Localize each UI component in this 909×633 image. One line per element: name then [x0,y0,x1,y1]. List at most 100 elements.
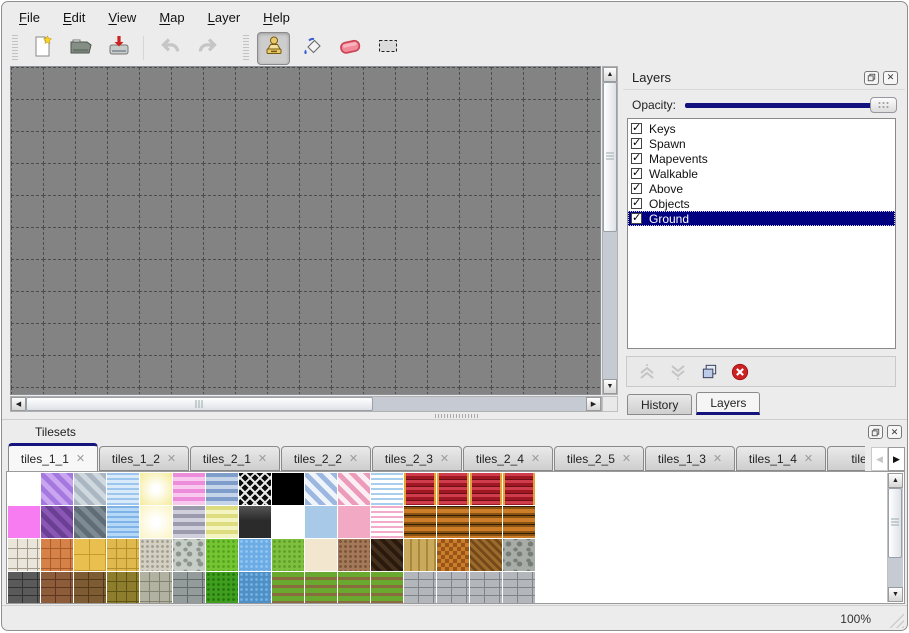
menu-layer[interactable]: Layer [207,10,241,25]
tileset-tab-tiles_1_1[interactable]: tiles_1_1 ✕ [8,443,98,471]
tileset-tab-tiles_2_5[interactable]: tiles_2_5 ✕ [554,446,644,471]
resize-grip[interactable] [887,611,904,628]
move-layer-down-button[interactable] [667,361,689,383]
tile-37[interactable] [173,539,205,571]
tile-46[interactable] [470,539,502,571]
tile-34[interactable] [74,539,106,571]
tile-1[interactable] [41,473,73,505]
tile-49[interactable] [41,572,73,603]
tile-0[interactable] [8,473,40,505]
duplicate-layer-button[interactable] [698,361,720,383]
tileset-tab-tiles_1_[interactable]: tiles_1_ [827,446,865,471]
scrollbar-track[interactable] [888,488,903,587]
tile-39[interactable] [239,539,271,571]
scroll-down-button[interactable]: ▼ [603,379,617,394]
tab-close-icon[interactable]: ✕ [166,453,177,465]
scroll-up-button[interactable]: ▲ [888,473,903,488]
scrollbar-thumb[interactable] [26,397,374,411]
layer-visibility-checkbox[interactable]: ✓ [631,152,642,164]
tile-58[interactable] [338,572,370,603]
tile-47[interactable] [503,539,535,571]
tile-12[interactable] [404,473,436,505]
tile-15[interactable] [503,473,535,505]
scroll-right-button[interactable]: ▶ [586,397,601,411]
layer-visibility-checkbox[interactable]: ✓ [631,182,642,194]
tile-4[interactable] [140,473,172,505]
tab-close-icon[interactable]: ✕ [803,453,814,465]
scroll-up-button[interactable]: ▲ [603,67,617,82]
menu-help[interactable]: Help [263,10,290,25]
save-map-button[interactable] [102,32,135,65]
tile-25[interactable] [305,506,337,538]
layer-row-mapevents[interactable]: ✓ Mapevents [628,151,895,166]
scrollbar-thumb[interactable] [888,488,902,558]
redo-button[interactable] [191,32,224,65]
tab-history[interactable]: History [627,394,693,415]
tile-48[interactable] [8,572,40,603]
tile-51[interactable] [107,572,139,603]
map-canvas[interactable] [10,66,601,395]
tileset-tab-tiles_2_2[interactable]: tiles_2_2 ✕ [281,446,371,471]
tab-close-icon[interactable]: ✕ [712,453,723,465]
tile-63[interactable] [503,572,535,603]
tile-11[interactable] [371,473,403,505]
float-panel-button[interactable] [864,70,879,85]
layer-row-keys[interactable]: ✓ Keys [628,121,895,136]
tile-16[interactable] [8,506,40,538]
tile-10[interactable] [338,473,370,505]
tile-62[interactable] [470,572,502,603]
dock-splitter-handle[interactable] [435,414,479,418]
tile-17[interactable] [41,506,73,538]
scrollbar-track[interactable] [26,397,586,411]
tile-38[interactable] [206,539,238,571]
menu-file[interactable]: File [19,10,40,25]
tile-31[interactable] [503,506,535,538]
canvas-vertical-scrollbar[interactable]: ▲ ▼ [602,66,618,395]
tile-6[interactable] [206,473,238,505]
tile-20[interactable] [140,506,172,538]
stamp-tool-button[interactable] [257,31,290,65]
palette-vertical-scrollbar[interactable]: ▲ ▼ [887,473,903,602]
move-layer-up-button[interactable] [636,361,658,383]
tile-32[interactable] [8,539,40,571]
tile-42[interactable] [338,539,370,571]
layer-row-objects[interactable]: ✓ Objects [628,196,895,211]
tile-53[interactable] [173,572,205,603]
scrollbar-track[interactable] [603,82,617,379]
tileset-tab-tiles_1_3[interactable]: tiles_1_3 ✕ [645,446,735,471]
tile-52[interactable] [140,572,172,603]
tile-19[interactable] [107,506,139,538]
layers-list[interactable]: ✓ Keys ✓ Spawn ✓ Mapevents ✓ Walkable ✓ Above ✓ Obj… [627,118,896,349]
tileset-tab-tiles_2_1[interactable]: tiles_2_1 ✕ [190,446,280,471]
float-panel-button[interactable] [868,425,883,439]
tile-21[interactable] [173,506,205,538]
tile-57[interactable] [305,572,337,603]
scrollbar-thumb[interactable] [603,82,617,232]
undo-button[interactable] [153,32,186,65]
tileset-tab-tiles_2_4[interactable]: tiles_2_4 ✕ [463,446,553,471]
tile-9[interactable] [305,473,337,505]
tile-13[interactable] [437,473,469,505]
tile-28[interactable] [404,506,436,538]
layer-visibility-checkbox[interactable]: ✓ [631,122,642,134]
tile-7[interactable] [239,473,271,505]
tab-layers[interactable]: Layers [696,392,761,415]
tile-43[interactable] [371,539,403,571]
tile-56[interactable] [272,572,304,603]
opacity-slider[interactable] [685,96,897,113]
delete-layer-button[interactable] [729,361,751,383]
tileset-tab-tiles_1_4[interactable]: tiles_1_4 ✕ [736,446,826,471]
tileset-tab-tiles_2_3[interactable]: tiles_2_3 ✕ [372,446,462,471]
tab-close-icon[interactable]: ✕ [75,453,86,465]
tab-close-icon[interactable]: ✕ [348,453,359,465]
tab-close-icon[interactable]: ✕ [257,453,268,465]
toolbar-grip[interactable] [243,35,249,61]
layer-visibility-checkbox[interactable]: ✓ [631,212,642,224]
tile-33[interactable] [41,539,73,571]
layer-row-ground[interactable]: ✓ Ground [628,211,895,226]
tile-61[interactable] [437,572,469,603]
tile-14[interactable] [470,473,502,505]
tile-40[interactable] [272,539,304,571]
layer-visibility-checkbox[interactable]: ✓ [631,197,642,209]
tile-54[interactable] [206,572,238,603]
